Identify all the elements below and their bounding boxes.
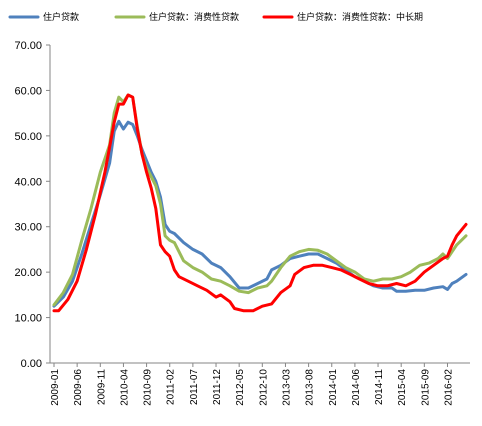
series-line-consumer-loans-long-term: [52, 93, 468, 313]
y-tick-label: 0.00: [21, 358, 42, 370]
x-tick-label: 2011-12: [212, 369, 223, 405]
x-tick-label: 2011-07: [189, 369, 200, 405]
x-tick-label: 2013-08: [305, 369, 316, 406]
y-tick-label: 60.00: [14, 85, 42, 97]
x-tick-label: 2014-01: [328, 369, 339, 406]
x-tick-label: 2013-03: [281, 369, 292, 406]
x-tick-label: 2011-02: [166, 369, 177, 405]
x-tick-label: 2009-01: [50, 369, 61, 406]
x-tick-label: 2015-04: [397, 369, 408, 406]
legend-label-household-loans: 住户贷款: [43, 11, 79, 23]
x-tick-label: 2012-05: [235, 369, 246, 406]
y-tick-label: 50.00: [14, 131, 42, 143]
legend: 住户贷款 住户贷款：消费性贷款 住户贷款：消费性贷款：中长期: [8, 11, 423, 23]
axes: 0.00 10.00 20.00 30.00 40.00 50.00 60.00 70.00 2…: [14, 40, 470, 406]
x-tick-label: 2014-06: [351, 369, 362, 406]
x-tick-label: 2014-11: [374, 369, 385, 405]
y-tick-label: 70.00: [14, 40, 42, 52]
x-tick-label: 2012-10: [258, 369, 269, 406]
series-line-household-loans: [52, 119, 468, 308]
x-tick-label: 2009-11: [96, 369, 107, 405]
legend-label-consumer-loans: 住户贷款：消费性贷款: [149, 11, 239, 23]
x-tick-label: 2016-02: [443, 369, 454, 406]
y-tick-label: 10.00: [14, 313, 42, 325]
x-tick-label: 2010-09: [143, 369, 154, 406]
series-layer: [52, 93, 468, 313]
y-tick-label: 30.00: [14, 222, 42, 234]
x-tick-label: 2009-06: [73, 369, 84, 406]
y-tick-label: 40.00: [14, 176, 42, 188]
x-tick-label: 2015-09: [420, 369, 431, 406]
x-tick-label: 2010-04: [119, 369, 130, 406]
legend-label-consumer-loans-long-term: 住户贷款：消费性贷款：中长期: [297, 11, 423, 23]
y-tick-label: 20.00: [14, 267, 42, 279]
